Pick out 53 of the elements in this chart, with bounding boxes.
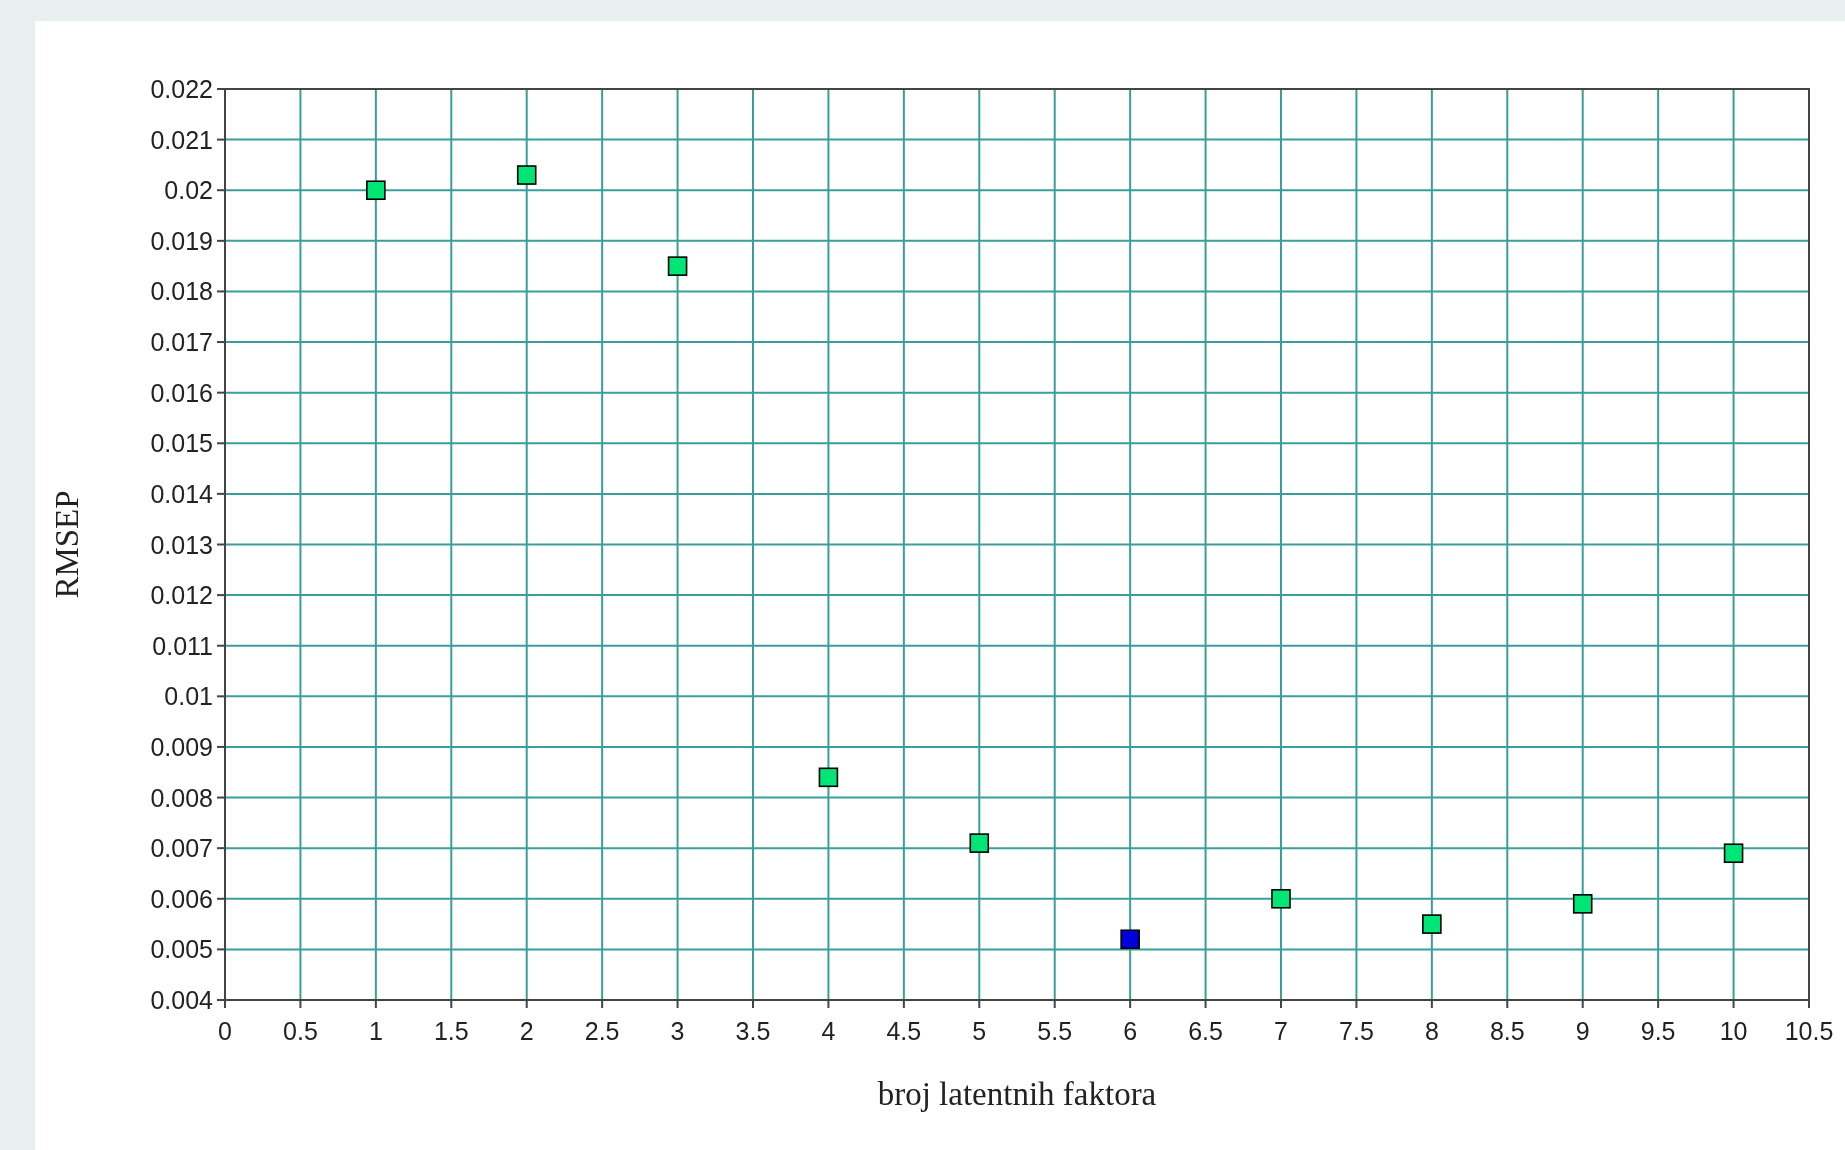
- y-tick-label: 0.004: [150, 986, 214, 1014]
- y-tick-label: 0.012: [150, 581, 213, 610]
- y-tick-label: 0.01: [164, 682, 213, 711]
- x-tick-label: 9.5: [1640, 1017, 1676, 1045]
- x-tick-label: 5.5: [1037, 1017, 1073, 1045]
- x-tick-label: 6: [1123, 1017, 1138, 1045]
- point: [1572, 894, 1593, 914]
- x-tick-label: 3: [670, 1017, 685, 1045]
- y-tick-label: 0.006: [150, 884, 213, 913]
- x-tick-label: 10: [1719, 1017, 1748, 1045]
- y-tick-label: 0.011: [152, 631, 213, 660]
- x-tick-label: 10.5: [1784, 1017, 1834, 1045]
- point: [1422, 914, 1442, 934]
- y-tick-label: 0.009: [150, 732, 213, 761]
- point: [366, 180, 386, 201]
- point: [1271, 888, 1291, 909]
- x-tick-label: 8.5: [1489, 1017, 1525, 1045]
- x-tick-label: 2: [519, 1017, 534, 1045]
- y-tick-label: 0.008: [150, 783, 213, 812]
- y-axis-title: RMSEP: [49, 490, 85, 599]
- y-tick-label: 0.021: [150, 125, 213, 154]
- y-tick-label: 0.017: [150, 328, 213, 357]
- x-tick-label: 3.5: [735, 1017, 771, 1045]
- y-tick-label: 0.015: [150, 429, 213, 458]
- x-tick-label: 9: [1575, 1017, 1590, 1045]
- point: [1120, 929, 1140, 950]
- x-tick-label: 8: [1424, 1017, 1439, 1045]
- x-tick-label: 7: [1274, 1017, 1288, 1045]
- y-tick-label: 0.014: [150, 479, 214, 508]
- y-tick-label: 0.016: [150, 378, 213, 407]
- x-tick-label: 2.5: [584, 1017, 620, 1045]
- x-tick-label: 0.5: [283, 1017, 318, 1045]
- x-tick-label: 0: [218, 1017, 232, 1045]
- y-tick-label: 0.007: [150, 834, 213, 863]
- y-tick-label: 0.019: [150, 226, 213, 255]
- point: [818, 767, 839, 788]
- y-tick-label: 0.018: [150, 277, 213, 306]
- x-tick-label: 5: [972, 1017, 987, 1045]
- x-tick-label: 1: [368, 1017, 383, 1045]
- y-tick-label: 0.02: [164, 176, 213, 205]
- x-axis-title: broj latentnih faktora: [877, 1076, 1157, 1112]
- x-tick-label: 4.5: [886, 1017, 922, 1045]
- point: [516, 165, 537, 185]
- x-tick-label: 4: [821, 1017, 836, 1045]
- point: [1723, 843, 1744, 864]
- point: [969, 833, 990, 853]
- y-tick-label: 0.013: [150, 530, 213, 559]
- point: [667, 256, 688, 276]
- y-tick-label: 0.005: [150, 935, 213, 964]
- x-tick-label: 7.5: [1339, 1017, 1374, 1045]
- x-tick-label: 6.5: [1188, 1017, 1223, 1045]
- y-tick-label: 0.022: [150, 75, 213, 103]
- x-tick-label: 1.5: [433, 1017, 469, 1045]
